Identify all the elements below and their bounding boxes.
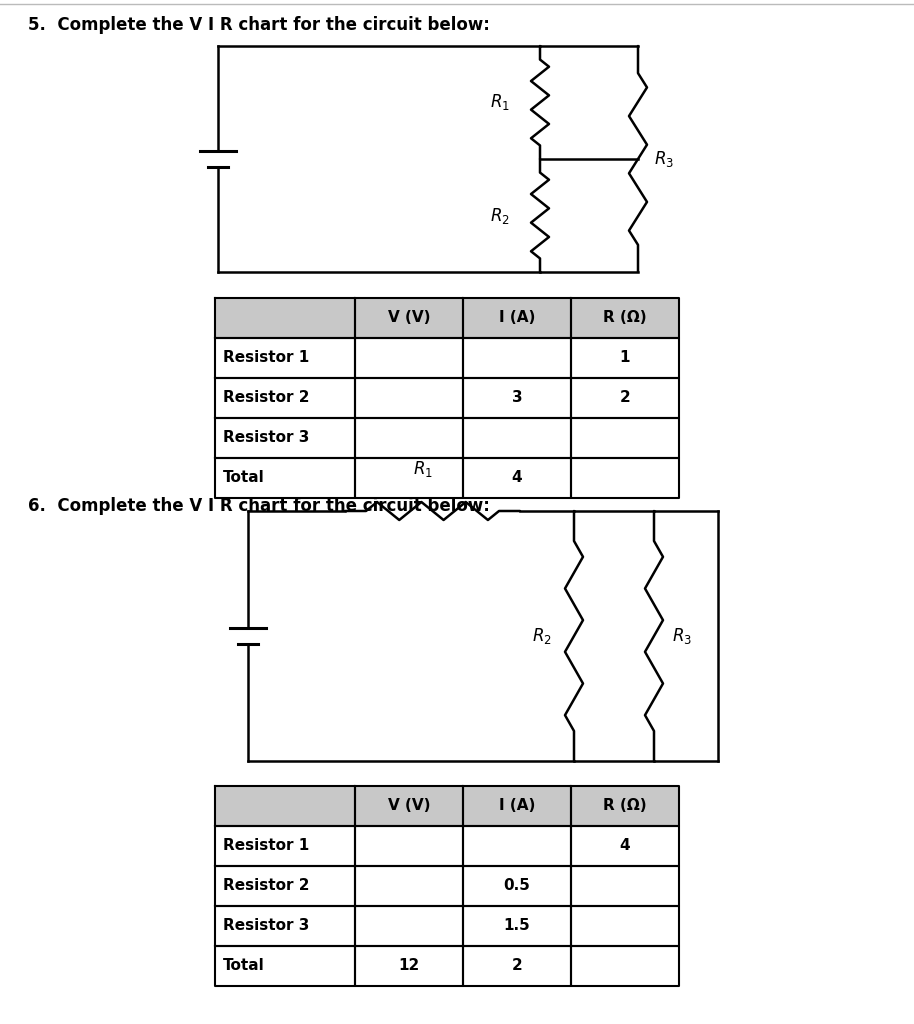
Text: Resistor 3: Resistor 3 bbox=[223, 430, 309, 445]
Text: V (V): V (V) bbox=[388, 799, 430, 813]
Bar bbox=[571, 786, 679, 826]
Text: $R_2$: $R_2$ bbox=[490, 206, 510, 225]
Text: 2: 2 bbox=[512, 958, 523, 974]
Bar bbox=[215, 298, 355, 338]
Text: $R_1$: $R_1$ bbox=[490, 92, 510, 113]
Text: Resistor 2: Resistor 2 bbox=[223, 390, 310, 406]
Bar bbox=[215, 786, 355, 826]
Text: I (A): I (A) bbox=[499, 799, 536, 813]
Text: 6.  Complete the V I R chart for the circuit below:: 6. Complete the V I R chart for the circ… bbox=[28, 497, 490, 515]
Text: $R_2$: $R_2$ bbox=[532, 626, 552, 646]
Text: 5.  Complete the V I R chart for the circuit below:: 5. Complete the V I R chart for the circ… bbox=[28, 16, 490, 34]
Text: R (Ω): R (Ω) bbox=[603, 310, 647, 326]
Text: R (Ω): R (Ω) bbox=[603, 799, 647, 813]
Bar bbox=[355, 786, 463, 826]
Text: 4: 4 bbox=[620, 839, 631, 853]
Text: Total: Total bbox=[223, 958, 265, 974]
Text: 1: 1 bbox=[620, 350, 631, 366]
Text: 3: 3 bbox=[512, 390, 522, 406]
Bar bbox=[571, 298, 679, 338]
Text: Resistor 3: Resistor 3 bbox=[223, 919, 309, 934]
Text: 1.5: 1.5 bbox=[504, 919, 530, 934]
Bar bbox=[463, 298, 571, 338]
Text: 12: 12 bbox=[399, 958, 420, 974]
Text: 4: 4 bbox=[512, 470, 522, 485]
Text: Resistor 1: Resistor 1 bbox=[223, 350, 309, 366]
Bar bbox=[355, 298, 463, 338]
Text: $R_1$: $R_1$ bbox=[412, 459, 432, 479]
Text: Total: Total bbox=[223, 470, 265, 485]
Text: 0.5: 0.5 bbox=[504, 879, 530, 894]
Text: 2: 2 bbox=[620, 390, 631, 406]
Text: $R_3$: $R_3$ bbox=[672, 626, 692, 646]
Text: Resistor 2: Resistor 2 bbox=[223, 879, 310, 894]
Text: I (A): I (A) bbox=[499, 310, 536, 326]
Text: V (V): V (V) bbox=[388, 310, 430, 326]
Text: Resistor 1: Resistor 1 bbox=[223, 839, 309, 853]
Text: $R_3$: $R_3$ bbox=[654, 150, 674, 169]
Bar bbox=[463, 786, 571, 826]
